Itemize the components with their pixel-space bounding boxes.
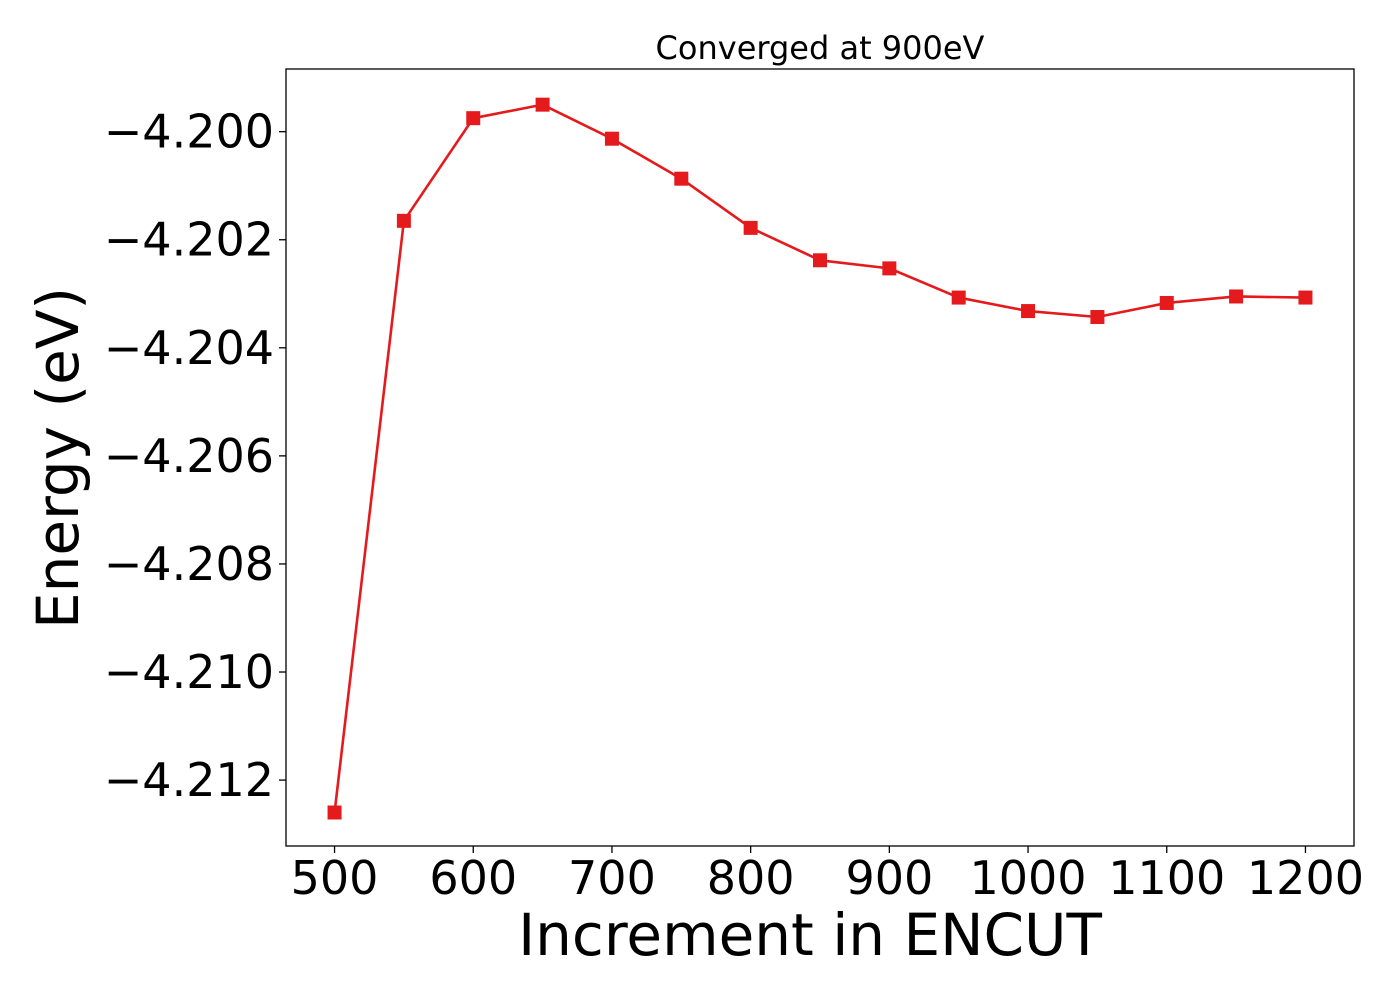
x-tick-label: 700 bbox=[568, 851, 656, 905]
data-point-marker bbox=[951, 290, 966, 305]
plot-area-frame bbox=[285, 68, 1355, 847]
x-tick-label: 800 bbox=[707, 851, 795, 905]
x-tick-label: 1100 bbox=[1108, 851, 1225, 905]
chart-title: Converged at 900eV bbox=[656, 29, 985, 67]
data-point-marker bbox=[327, 805, 342, 820]
data-point-marker bbox=[604, 131, 619, 146]
y-tick-label: −4.208 bbox=[104, 537, 274, 591]
data-point-marker bbox=[1159, 295, 1174, 310]
data-point-marker bbox=[1090, 310, 1105, 325]
y-tick-label: −4.202 bbox=[104, 213, 274, 267]
data-point-marker bbox=[743, 220, 758, 235]
data-point-marker bbox=[535, 97, 550, 112]
y-axis: −4.200 −4.202 −4.204 −4.206 −4.208 −4.210 −4.2… bbox=[104, 105, 286, 807]
x-tick-label: 1200 bbox=[1247, 851, 1364, 905]
data-point-marker bbox=[813, 253, 827, 268]
data-point-marker bbox=[674, 171, 689, 186]
data-point-marker bbox=[1021, 304, 1036, 319]
x-axis: 500 600 700 800 900 1000 1100 1200 bbox=[291, 846, 1364, 905]
x-tick-label: 1000 bbox=[970, 851, 1087, 905]
data-point-marker bbox=[1298, 290, 1313, 305]
series-line bbox=[333, 103, 1306, 813]
y-tick-label: −4.206 bbox=[104, 429, 274, 483]
x-tick-label: 600 bbox=[429, 851, 517, 905]
data-point-marker bbox=[882, 261, 897, 276]
y-tick-label: −4.200 bbox=[104, 105, 274, 159]
y-tick-label: −4.204 bbox=[104, 321, 274, 375]
y-tick-label: −4.212 bbox=[104, 753, 274, 807]
x-tick-label: 900 bbox=[845, 851, 933, 905]
data-point-marker bbox=[466, 111, 481, 126]
series-layer bbox=[327, 97, 1313, 820]
data-point-marker bbox=[396, 213, 411, 228]
x-axis-label: Increment in ENCUT bbox=[518, 901, 1102, 969]
x-tick-label: 500 bbox=[291, 851, 379, 905]
y-tick-label: −4.210 bbox=[104, 645, 274, 699]
data-point-marker bbox=[1229, 289, 1244, 304]
y-axis-label: Energy (eV) bbox=[24, 287, 92, 629]
